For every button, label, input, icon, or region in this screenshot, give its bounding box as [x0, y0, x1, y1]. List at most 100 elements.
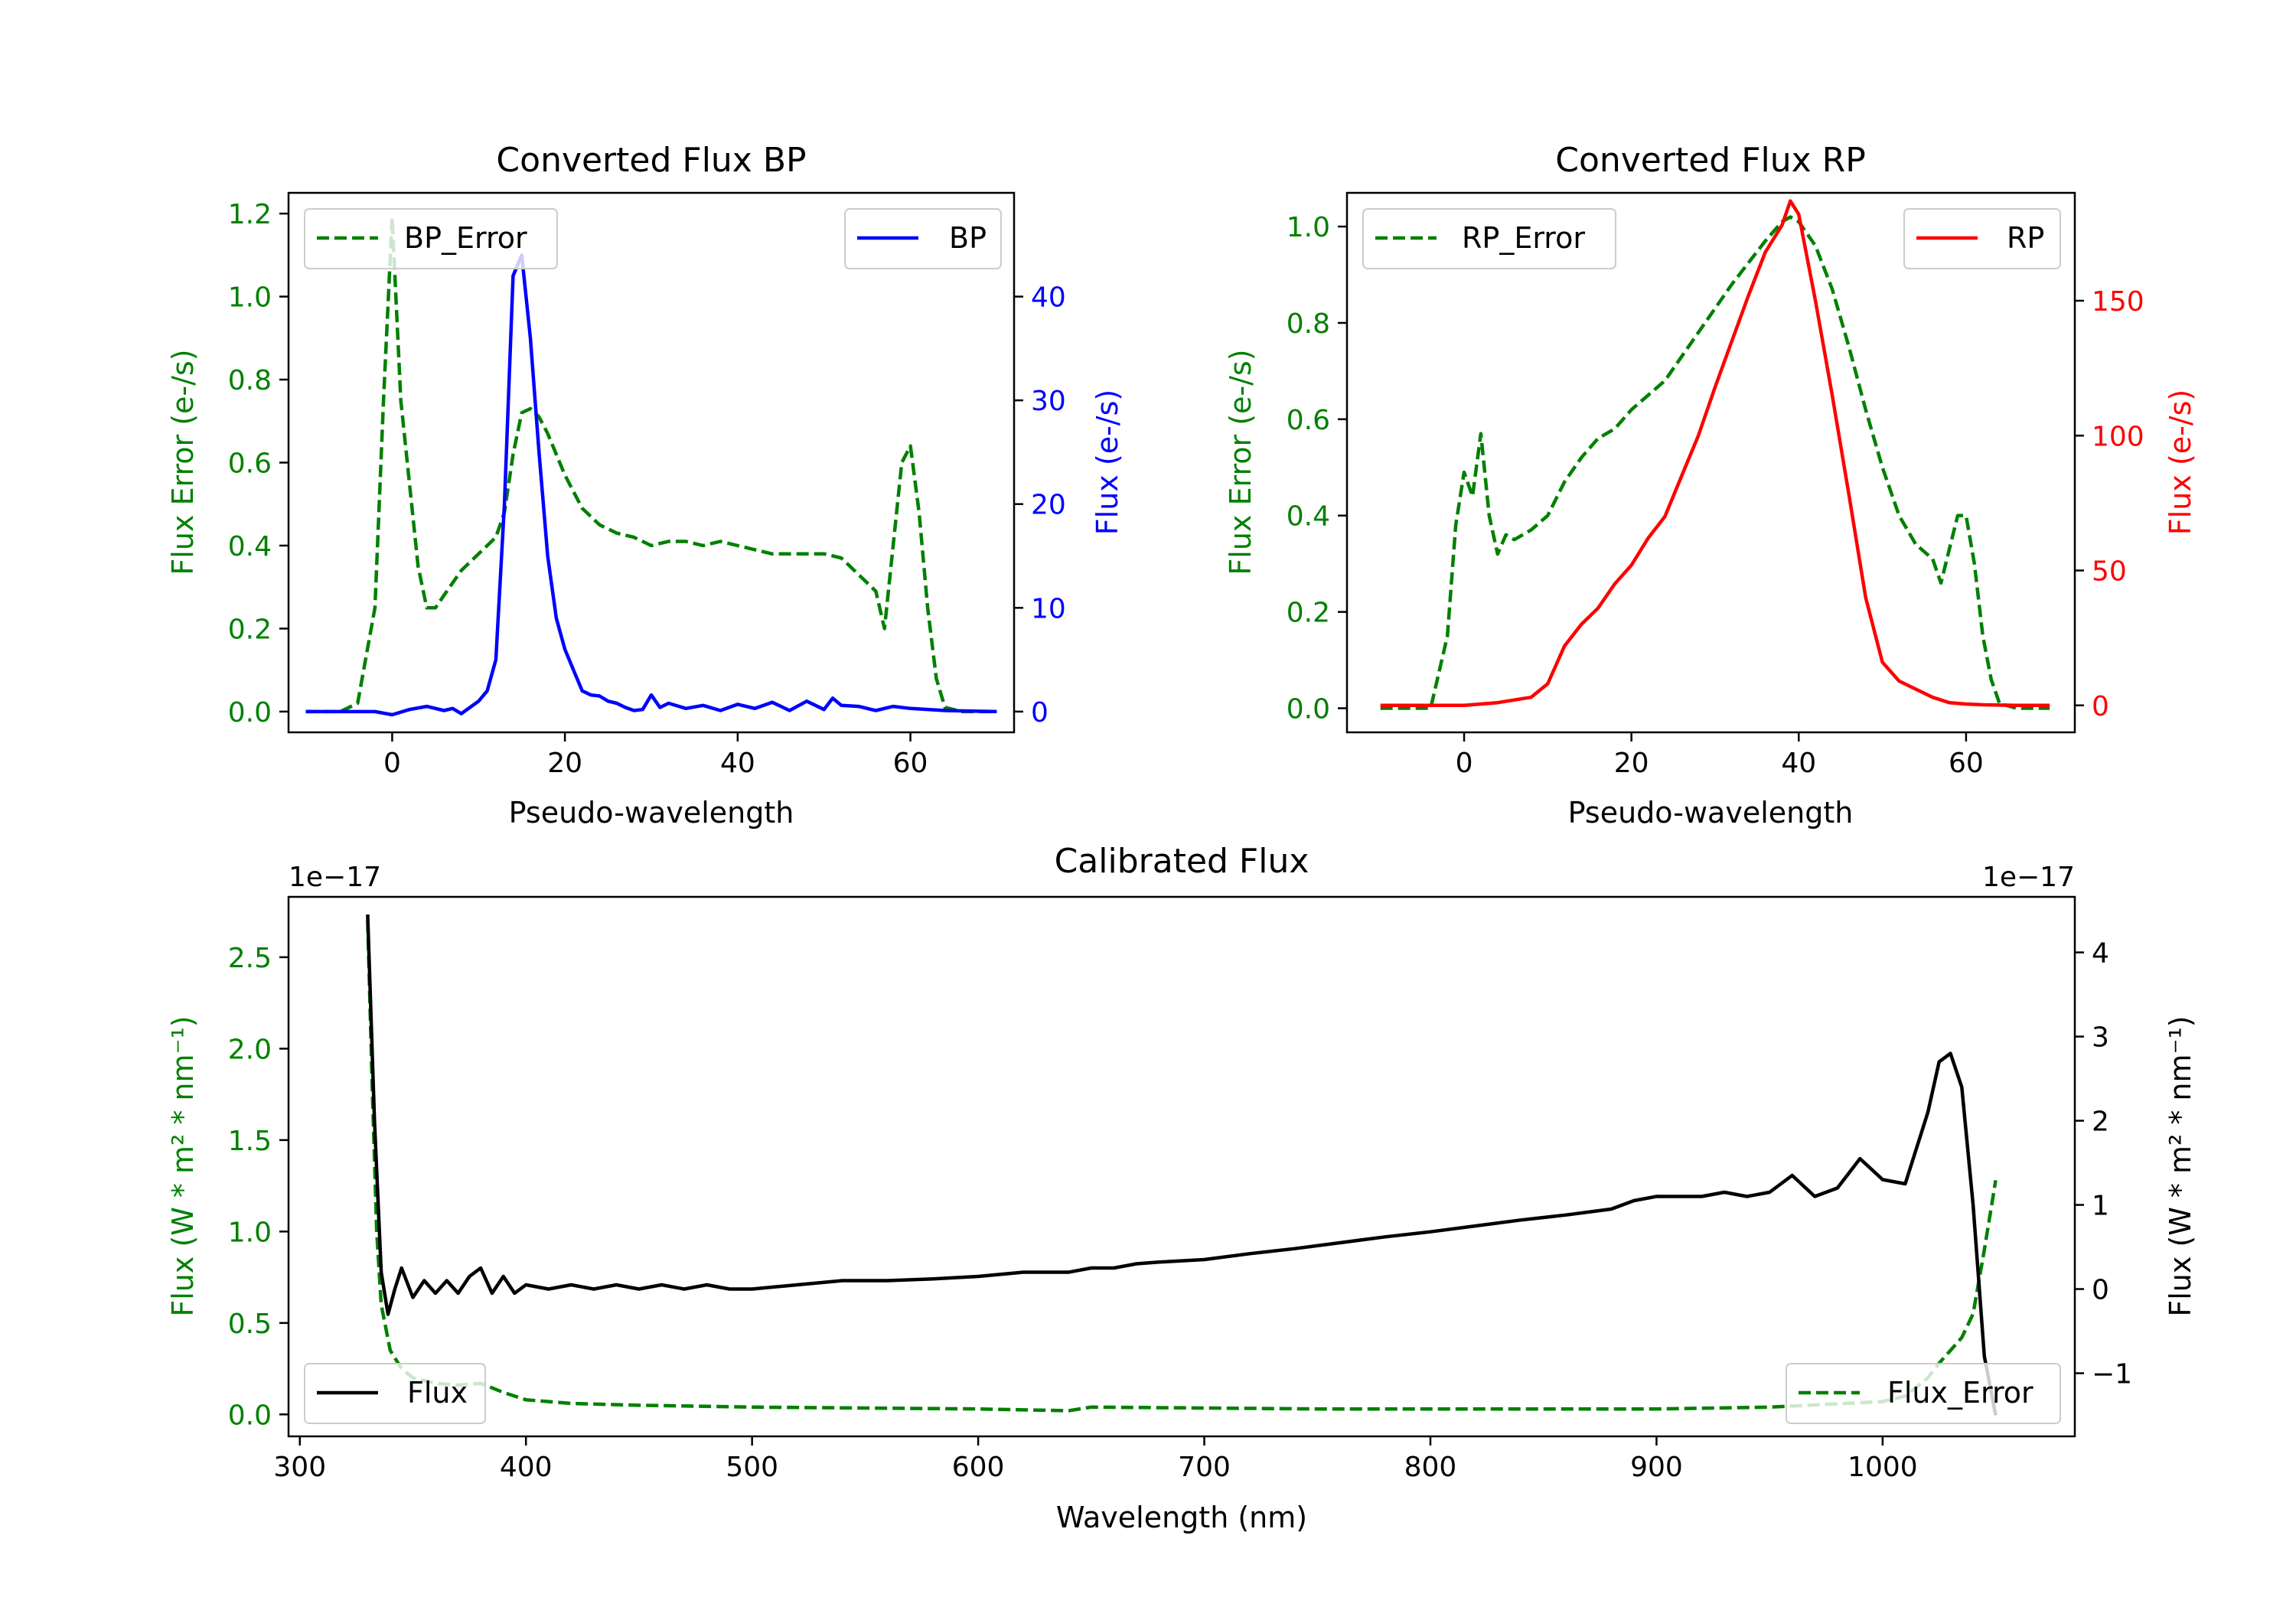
cal-right-tick-label: 2 — [2092, 1107, 2109, 1138]
rp-right-ticks: 0 50 100 150 — [2075, 286, 2144, 722]
bp-right-y-label: Flux (e-/s) — [1091, 390, 1124, 535]
bp-right-tick-label: 30 — [1031, 386, 1066, 417]
cal-left-tick-label: 1.5 — [228, 1126, 272, 1157]
calibrated-error-line — [366, 921, 1998, 1413]
cal-x-tick-label: 1000 — [1848, 1452, 1918, 1483]
calibrated-right-offset-label: 1e−17 — [1982, 862, 2075, 893]
bp-left-ticks: 0.0 0.2 0.4 0.6 0.8 1.0 1.2 — [228, 199, 289, 729]
cal-right-tick-label: 4 — [2092, 938, 2109, 970]
calibrated-right-ticks: −1 0 1 2 3 4 — [2075, 938, 2132, 1390]
rp-panel: Converted Flux RP 0 20 40 60 0.00.20.40.60.… — [1224, 141, 2197, 830]
rp-flux-legend: RP — [1903, 208, 2061, 269]
bp-x-tick-label: 40 — [720, 748, 755, 779]
rp-left-tick-label: 1.0 — [1287, 212, 1330, 243]
calibrated-error-legend: Flux_Error — [1786, 1363, 2061, 1424]
rp-flux-line — [1380, 199, 2050, 708]
cal-right-tick-label: 0 — [2092, 1275, 2109, 1306]
bp-flux-line — [305, 253, 997, 717]
calibrated-axes-frame — [287, 895, 2076, 1438]
calibrated-x-ticks: 300 400 500 600 700 800 900 1000 — [273, 1436, 1918, 1483]
rp-error-line — [1380, 215, 2050, 710]
calibrated-flux-line — [366, 914, 1998, 1416]
rp-title: Converted Flux RP — [1555, 141, 1866, 180]
calibrated-left-y-label: Flux (W * m² * nm⁻¹) — [166, 1015, 200, 1316]
rp-right-tick-label: 0 — [2092, 691, 2109, 722]
bp-x-tick-label: 60 — [893, 748, 928, 779]
calibrated-left-ticks: 0.0 0.5 1.0 1.5 2.0 2.5 — [228, 943, 289, 1431]
bp-x-tick-label: 20 — [547, 748, 582, 779]
bp-right-ticks: 0 10 20 30 40 — [1014, 282, 1066, 729]
bp-right-tick-label: 20 — [1031, 490, 1066, 521]
rp-left-tick-label: 0.0 — [1287, 694, 1330, 725]
cal-right-tick-label: 1 — [2092, 1191, 2109, 1222]
cal-x-tick-label: 800 — [1404, 1452, 1457, 1483]
bp-left-tick-label: 0.0 — [228, 697, 272, 729]
cal-x-tick-label: 700 — [1178, 1452, 1231, 1483]
bp-left-tick-label: 1.0 — [228, 282, 272, 314]
cal-x-tick-label: 500 — [726, 1452, 778, 1483]
rp-x-tick-label: 0 — [1456, 748, 1473, 779]
cal-left-tick-label: 1.0 — [228, 1217, 272, 1248]
calibrated-x-label: Wavelength (nm) — [1056, 1501, 1307, 1534]
cal-x-tick-label: 900 — [1630, 1452, 1683, 1483]
rp-x-tick-label: 40 — [1781, 748, 1816, 779]
bp-panel: Converted Flux BP 0 20 40 60 0.00.20.40.60.… — [166, 141, 1124, 830]
bp-flux-legend: BP — [844, 208, 1002, 269]
rp-right-tick-label: 150 — [2092, 286, 2144, 318]
cal-left-tick-label: 2.0 — [228, 1034, 272, 1065]
bp-x-label: Pseudo-wavelength — [509, 796, 794, 830]
cal-x-tick-label: 600 — [952, 1452, 1005, 1483]
bp-right-tick-label: 40 — [1031, 282, 1066, 314]
bp-axes-frame — [287, 191, 1016, 734]
bp-x-ticks: 0 20 40 60 — [383, 732, 928, 779]
bp-left-tick-label: 0.6 — [228, 448, 272, 480]
bp-left-tick-label: 1.2 — [228, 199, 272, 230]
rp-right-y-label: Flux (e-/s) — [2164, 390, 2197, 535]
bp-left-tick-label: 0.2 — [228, 614, 272, 645]
calibrated-right-y-label: Flux (W * m² * nm⁻¹) — [2164, 1015, 2197, 1316]
bp-error-legend: BP_Error — [304, 208, 558, 269]
bp-left-y-label: Flux Error (e-/s) — [166, 349, 200, 575]
cal-x-tick-label: 400 — [500, 1452, 553, 1483]
bp-error-line — [305, 216, 997, 714]
cal-right-tick-label: −1 — [2092, 1359, 2132, 1390]
bp-left-tick-label: 0.4 — [228, 531, 272, 562]
rp-x-tick-label: 60 — [1949, 748, 1984, 779]
cal-left-tick-label: 0.0 — [228, 1400, 272, 1431]
bp-title: Converted Flux BP — [496, 141, 806, 180]
rp-left-y-label: Flux Error (e-/s) — [1224, 349, 1257, 575]
bp-x-tick-label: 0 — [383, 748, 401, 779]
calibrated-title: Calibrated Flux — [1055, 842, 1309, 881]
bp-right-tick-label: 0 — [1031, 697, 1049, 729]
rp-left-tick-label: 0.8 — [1287, 308, 1330, 340]
rp-right-tick-label: 100 — [2092, 421, 2144, 452]
rp-error-legend-label: RP_Error — [1462, 221, 1585, 255]
rp-x-ticks: 0 20 40 60 — [1456, 732, 1984, 779]
calibrated-left-offset-label: 1e−17 — [289, 862, 381, 893]
bp-left-tick-label: 0.8 — [228, 365, 272, 396]
cal-left-tick-label: 2.5 — [228, 943, 272, 974]
bp-flux-legend-label: BP — [949, 221, 987, 255]
rp-flux-legend-label: RP — [2007, 221, 2044, 255]
bp-error-legend-label: BP_Error — [404, 221, 527, 255]
cal-right-tick-label: 3 — [2092, 1022, 2109, 1054]
cal-left-tick-label: 0.5 — [228, 1309, 272, 1340]
rp-right-tick-label: 50 — [2092, 556, 2127, 588]
rp-left-ticks: 0.0 0.2 0.4 0.6 0.8 1.0 — [1287, 212, 1347, 725]
rp-x-tick-label: 20 — [1614, 748, 1649, 779]
rp-left-tick-label: 0.6 — [1287, 405, 1330, 436]
rp-left-tick-label: 0.4 — [1287, 501, 1330, 533]
rp-axes-frame — [1345, 191, 2076, 734]
rp-x-label: Pseudo-wavelength — [1568, 796, 1854, 830]
cal-x-tick-label: 300 — [273, 1452, 326, 1483]
calibrated-panel: Calibrated Flux 1e−17 1e−17 300 400 500 600… — [166, 842, 2197, 1534]
calibrated-plot-area: 300 400 500 600 700 800 900 1000 0.0 0.5 1.0 1.5 2.… — [228, 895, 2132, 1483]
calibrated-flux-legend-label: Flux — [407, 1376, 468, 1410]
rp-error-legend: RP_Error — [1362, 208, 1616, 269]
calibrated-flux-legend: Flux — [304, 1363, 486, 1424]
calibrated-error-legend-label: Flux_Error — [1887, 1376, 2033, 1410]
bp-plot-area: 0 20 40 60 0.0 0.2 0.4 0.6 0.8 1.0 1.2 0 10 20 30 40 — [228, 191, 1066, 779]
bp-right-tick-label: 10 — [1031, 593, 1066, 624]
rp-left-tick-label: 0.2 — [1287, 598, 1330, 629]
